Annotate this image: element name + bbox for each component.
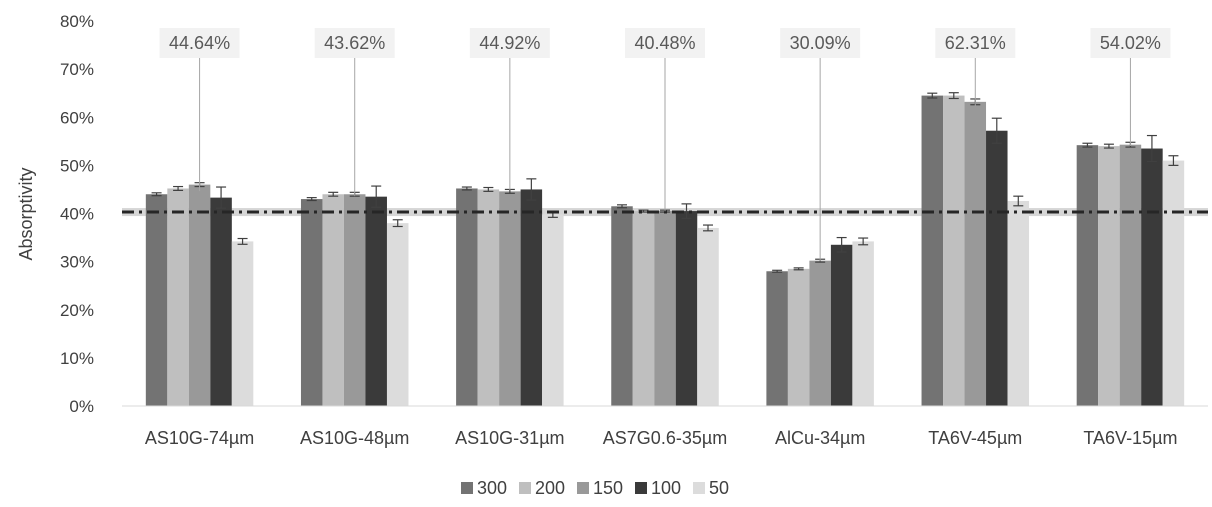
- callout-label: 44.92%: [479, 33, 540, 53]
- bar: [787, 268, 810, 406]
- bar: [365, 196, 387, 406]
- legend-swatch: [635, 482, 647, 494]
- legend-swatch: [693, 482, 705, 494]
- x-category-label: AlCu-34µm: [775, 428, 865, 448]
- legend-label: 150: [593, 478, 623, 498]
- legend-swatch: [577, 482, 589, 494]
- x-category-label: TA6V-15µm: [1083, 428, 1177, 448]
- y-axis-title: Absorptivity: [16, 167, 36, 260]
- x-category-label: AS10G-31µm: [455, 428, 564, 448]
- bar: [145, 194, 168, 406]
- bar: [632, 211, 655, 406]
- bar: [1119, 144, 1142, 406]
- bar: [456, 188, 478, 406]
- bar: [210, 197, 232, 406]
- y-tick-label: 30%: [60, 253, 94, 272]
- bar: [1007, 200, 1030, 406]
- bar: [386, 223, 409, 406]
- x-axis-labels: AS10G-74µm AS10G-48µm AS10G-31µm AS7G0.6-35…: [145, 428, 1178, 448]
- error-bars: [151, 92, 1179, 273]
- bar: [300, 199, 323, 406]
- x-category-label: AS10G-74µm: [145, 428, 254, 448]
- y-tick-label: 70%: [60, 60, 94, 79]
- callout-label: 62.31%: [945, 33, 1006, 53]
- bar: [1076, 145, 1099, 406]
- x-category-label: AS7G0.6-35µm: [603, 428, 727, 448]
- callout-box: [314, 28, 395, 58]
- bar: [1141, 148, 1163, 406]
- bar: [830, 244, 853, 406]
- callout-box: [780, 28, 861, 58]
- bar: [520, 189, 543, 406]
- callout-box: [935, 28, 1016, 58]
- bar: [188, 184, 211, 406]
- callout-box: [625, 28, 705, 58]
- callout-label: 30.09%: [790, 33, 851, 53]
- bar: [943, 95, 965, 406]
- y-tick-label: 20%: [60, 301, 94, 320]
- callout-box: [159, 28, 240, 58]
- bar: [675, 211, 698, 406]
- bar: [654, 211, 676, 406]
- legend-label: 50: [709, 478, 729, 498]
- callout-label: 40.48%: [634, 33, 695, 53]
- callouts: 44.64% 43.62% 44.92% 40.48% 30.09% 62.31% 54.0…: [159, 28, 1171, 262]
- y-tick-label: 80%: [60, 12, 94, 31]
- bars: [145, 95, 1185, 406]
- bar: [542, 214, 564, 406]
- bar: [167, 188, 189, 406]
- bar: [611, 206, 633, 406]
- legend-label: 300: [477, 478, 507, 498]
- bar: [766, 271, 788, 406]
- bar: [921, 95, 944, 406]
- bar: [322, 194, 344, 406]
- y-tick-label: 40%: [60, 205, 94, 224]
- callout-label: 44.64%: [169, 33, 230, 53]
- legend-swatch: [519, 482, 531, 494]
- callout-label: 54.02%: [1100, 33, 1161, 53]
- bar: [852, 241, 874, 406]
- y-tick-label: 0%: [69, 397, 94, 416]
- bar: [1162, 160, 1185, 406]
- y-axis: 0% 10% 20% 30% 40% 50% 60% 70% 80%: [60, 12, 94, 416]
- callout-box: [1090, 28, 1171, 58]
- legend-swatch: [461, 482, 473, 494]
- y-tick-label: 50%: [60, 156, 94, 175]
- y-tick-label: 10%: [60, 349, 94, 368]
- callout-label: 43.62%: [324, 33, 385, 53]
- bar: [231, 241, 254, 406]
- legend: 300 200 150 100 50: [461, 478, 729, 498]
- bar: [809, 260, 831, 406]
- bar: [477, 189, 500, 406]
- callout-box: [469, 28, 550, 58]
- x-category-label: TA6V-45µm: [928, 428, 1022, 448]
- bar: [499, 191, 521, 406]
- y-tick-label: 60%: [60, 108, 94, 127]
- bar: [343, 194, 366, 406]
- legend-label: 200: [535, 478, 565, 498]
- legend-label: 100: [651, 478, 681, 498]
- bar: [986, 130, 1008, 406]
- bar: [697, 227, 719, 406]
- bar: [964, 101, 987, 406]
- bar: [1098, 146, 1120, 406]
- x-category-label: AS10G-48µm: [300, 428, 409, 448]
